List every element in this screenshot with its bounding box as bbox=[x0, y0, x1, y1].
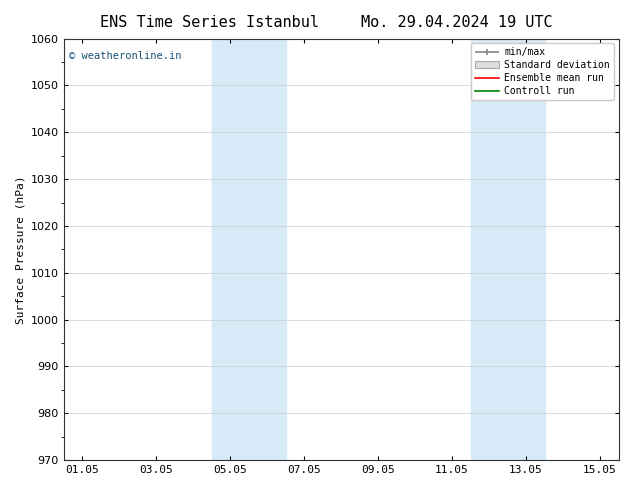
Bar bbox=[470, 39, 545, 460]
Y-axis label: Surface Pressure (hPa): Surface Pressure (hPa) bbox=[15, 175, 25, 323]
Legend: min/max, Standard deviation, Ensemble mean run, Controll run: min/max, Standard deviation, Ensemble me… bbox=[471, 44, 614, 100]
Text: Mo. 29.04.2024 19 UTC: Mo. 29.04.2024 19 UTC bbox=[361, 15, 552, 30]
Bar bbox=[212, 39, 285, 460]
Text: © weatheronline.in: © weatheronline.in bbox=[69, 51, 181, 61]
Text: ENS Time Series Istanbul: ENS Time Series Istanbul bbox=[100, 15, 319, 30]
